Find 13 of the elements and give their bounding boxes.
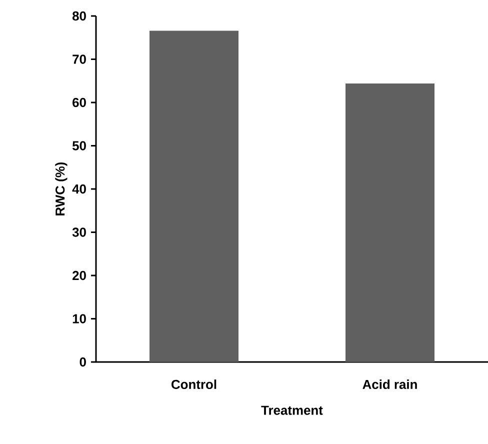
x-tick-label: Acid rain (362, 380, 417, 390)
y-tick-label: 30 (72, 228, 86, 237)
x-axis-title: Treatment (261, 406, 323, 415)
y-axis-title: RWC (%) (55, 162, 68, 216)
y-tick-label: 70 (72, 54, 86, 64)
y-tick-label: 20 (72, 270, 86, 280)
y-tick-label: 80 (72, 11, 86, 21)
y-tick-label: 40 (72, 184, 86, 194)
y-tick-label: 10 (72, 314, 86, 324)
y-tick-label: 50 (72, 141, 86, 150)
y-tick-label: 60 (72, 98, 86, 108)
y-tick-label: 0 (80, 357, 86, 367)
x-tick-label: Control (172, 380, 216, 390)
